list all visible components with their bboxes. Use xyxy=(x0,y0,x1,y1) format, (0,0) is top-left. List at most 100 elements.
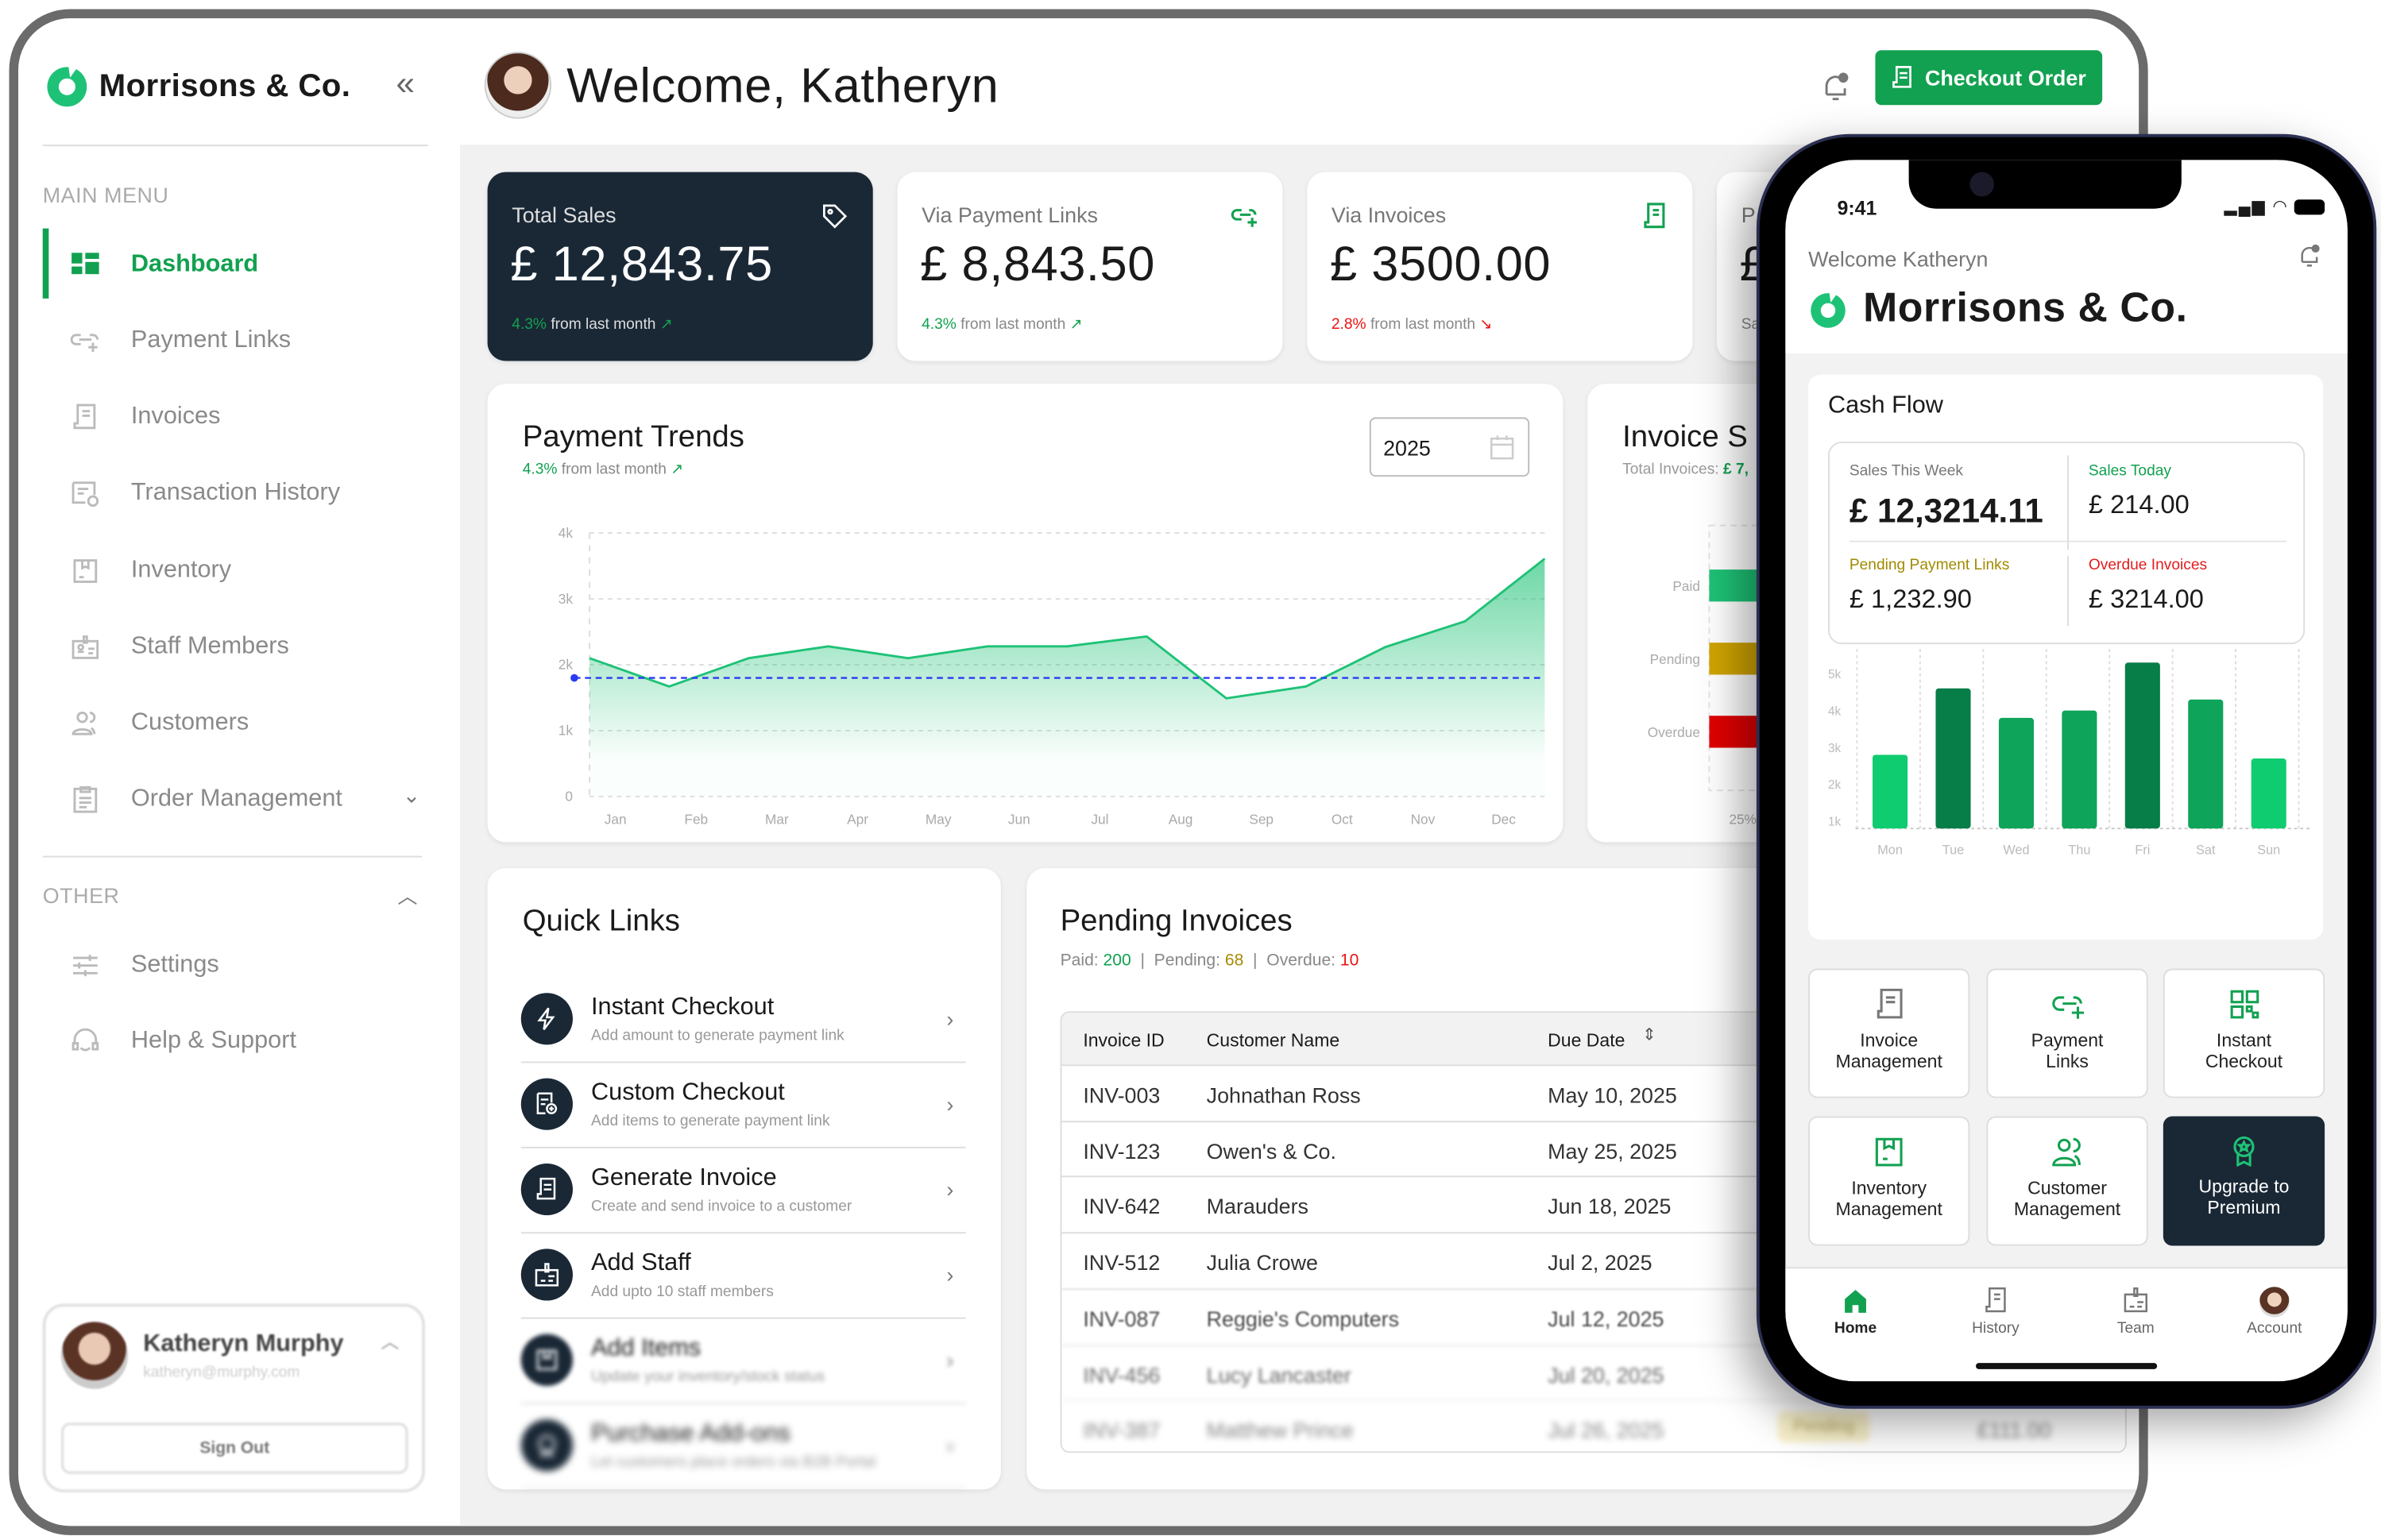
chevron-right-icon[interactable]: › xyxy=(946,1433,953,1457)
history-icon xyxy=(1982,1287,2010,1314)
tile-premium-5[interactable]: Upgrade to Premium xyxy=(2163,1117,2325,1246)
home-indicator xyxy=(1976,1363,2157,1369)
tile-label: Checkout xyxy=(2165,1051,2323,1072)
x-tick-label: Tue xyxy=(1942,843,1964,858)
tile-management-4[interactable]: Customer Management xyxy=(1986,1117,2147,1246)
chevron-down-icon[interactable]: ⌄ xyxy=(403,783,421,809)
tile-checkout-2[interactable]: Instant Checkout xyxy=(2163,969,2325,1098)
chevron-right-icon[interactable]: › xyxy=(946,1177,953,1202)
link-icon xyxy=(1231,203,1258,230)
stat-label: Total Sales xyxy=(512,203,616,227)
signal-icon: ▂▄▆ xyxy=(2224,198,2267,216)
quick-link-item[interactable]: Add Staff Add upto 10 staff members › xyxy=(521,1233,966,1318)
stat-change: 4.3% xyxy=(922,317,957,334)
chevron-right-icon[interactable]: › xyxy=(946,1006,953,1031)
column-header[interactable]: Due Date xyxy=(1548,1029,1625,1051)
paid-count: 200 xyxy=(1104,951,1131,970)
bar xyxy=(2125,662,2160,828)
customer-name: Reggie's Computers xyxy=(1207,1306,1399,1331)
nav-account[interactable]: Account xyxy=(2221,1287,2328,1337)
sidebar-item-label: Invoices xyxy=(131,403,221,431)
sidebar-item-customers[interactable]: Customers xyxy=(52,697,432,749)
bar xyxy=(1935,689,1970,828)
nav-history[interactable]: History xyxy=(1942,1287,2049,1337)
phone-frame: 9:41 ▂▄▆ ◠ Welcome Katheryn Morrisons & … xyxy=(1757,134,2376,1409)
quick-link-title: Add Staff xyxy=(591,1250,691,1278)
sort-icon[interactable]: ⇕ xyxy=(1642,1025,1656,1044)
quick-link-icon-badge xyxy=(521,1079,573,1130)
bell-icon[interactable] xyxy=(1820,70,1850,103)
quick-links-card: Quick Links Instant Checkout Add amount … xyxy=(488,868,1001,1489)
chevron-right-icon[interactable]: › xyxy=(946,1092,953,1117)
quick-link-title: Instant Checkout xyxy=(591,994,774,1022)
header-avatar[interactable] xyxy=(485,52,551,118)
y-tick-label: 2k xyxy=(559,657,574,673)
sign-out-button[interactable]: Sign Out xyxy=(61,1422,408,1474)
wifi-icon: ◠ xyxy=(2272,198,2288,216)
quick-link-item[interactable]: Generate Invoice Create and send invoice… xyxy=(521,1148,966,1233)
weekly-sales-chart: 1k2k3k4k5k6kMonTueWedThuFriSatSun xyxy=(1808,649,2323,938)
invoice-id: INV-003 xyxy=(1083,1083,1160,1107)
sidebar-item-transaction-history[interactable]: Transaction History xyxy=(52,468,432,519)
link-icon xyxy=(70,326,100,356)
stat-label: P xyxy=(1741,203,1756,227)
sidebar-item-staff-members[interactable]: Staff Members xyxy=(52,621,432,673)
quick-link-subtitle: Add upto 10 staff members xyxy=(591,1283,774,1300)
card-title: Quick Links xyxy=(523,905,680,940)
customer-name: Lucy Lancaster xyxy=(1207,1362,1351,1387)
trend-down-icon: ↘ xyxy=(1479,317,1492,334)
tile-label: Management xyxy=(1810,1051,1968,1072)
tile-links-1[interactable]: Payment Links xyxy=(1986,969,2147,1098)
x-tick-label: Jun xyxy=(1008,811,1030,827)
quick-link-item[interactable]: Purchase Add-ons Let customers place ord… xyxy=(521,1404,966,1489)
stat-card-payment-links: Via Payment Links £ 8,843.50 4.3% from l… xyxy=(897,172,1282,361)
due-date: Jul 12, 2025 xyxy=(1548,1306,1664,1331)
y-tick-label: 1k xyxy=(559,723,574,739)
chevron-up-icon[interactable]: ︿ xyxy=(381,1328,399,1354)
x-tick-label: 25% xyxy=(1729,811,1757,827)
nav-team[interactable]: Team xyxy=(2082,1287,2189,1337)
sidebar-item-invoices[interactable]: Invoices xyxy=(52,392,432,443)
overdue-label: Overdue: xyxy=(1266,951,1335,970)
quick-link-item[interactable]: Add Items Update your inventory/stock st… xyxy=(521,1319,966,1404)
nav-home[interactable]: Home xyxy=(1802,1287,1908,1337)
headset-icon xyxy=(70,1026,100,1056)
bar xyxy=(1999,718,2034,828)
quick-link-title: Purchase Add-ons xyxy=(591,1421,790,1449)
sidebar-item-settings[interactable]: Settings xyxy=(52,940,432,991)
tile-label: Premium xyxy=(2163,1197,2325,1218)
nav-label: Team xyxy=(2117,1320,2155,1337)
sidebar-item-inventory[interactable]: Inventory xyxy=(52,545,432,596)
checkout-order-button[interactable]: Checkout Order xyxy=(1875,50,2102,105)
tile-management-0[interactable]: Invoice Management xyxy=(1808,969,1969,1098)
customer-name: Owen's & Co. xyxy=(1207,1139,1336,1164)
chevron-right-icon[interactable]: › xyxy=(946,1348,953,1372)
stat-value: £ 8,843.50 xyxy=(920,236,1155,292)
customer-name: Johnathan Ross xyxy=(1207,1083,1361,1107)
tile-management-3[interactable]: Inventory Management xyxy=(1808,1117,1969,1246)
x-tick-label: Sat xyxy=(2196,843,2216,858)
chevron-right-icon[interactable]: › xyxy=(946,1263,953,1287)
collapse-sidebar-icon[interactable]: « xyxy=(396,64,415,104)
sales-week-label: Sales This Week xyxy=(1850,463,1963,480)
sidebar-item-help-support[interactable]: Help & Support xyxy=(52,1016,432,1067)
chevron-up-icon[interactable]: ︿ xyxy=(397,880,417,909)
sidebar-item-payment-links[interactable]: Payment Links xyxy=(52,315,432,367)
pending-links-value: £ 1,232.90 xyxy=(1850,585,1972,615)
x-tick-label: Aug xyxy=(1169,811,1193,827)
sidebar-item-order-management[interactable]: Order Management ⌄ xyxy=(52,774,432,825)
sidebar-item-dashboard[interactable]: Dashboard xyxy=(52,239,432,291)
bell-icon[interactable] xyxy=(2298,242,2322,270)
quick-link-item[interactable]: Instant Checkout Add amount to generate … xyxy=(521,978,966,1063)
invoice-summary: Paid: 200 | Pending: 68 | Overdue: 10 xyxy=(1061,951,1359,970)
customers-icon xyxy=(2051,1135,2084,1168)
tile-label: Instant xyxy=(2165,1029,2323,1051)
invoice-id: INV-087 xyxy=(1083,1306,1160,1331)
divider xyxy=(2067,455,2069,550)
x-tick-label: Thu xyxy=(2068,843,2090,858)
quick-link-item[interactable]: Custom Checkout Add items to generate pa… xyxy=(521,1063,966,1148)
column-header[interactable]: Invoice ID xyxy=(1083,1029,1164,1051)
column-header[interactable]: Customer Name xyxy=(1207,1029,1340,1051)
x-tick-label: Oct xyxy=(1332,811,1353,827)
